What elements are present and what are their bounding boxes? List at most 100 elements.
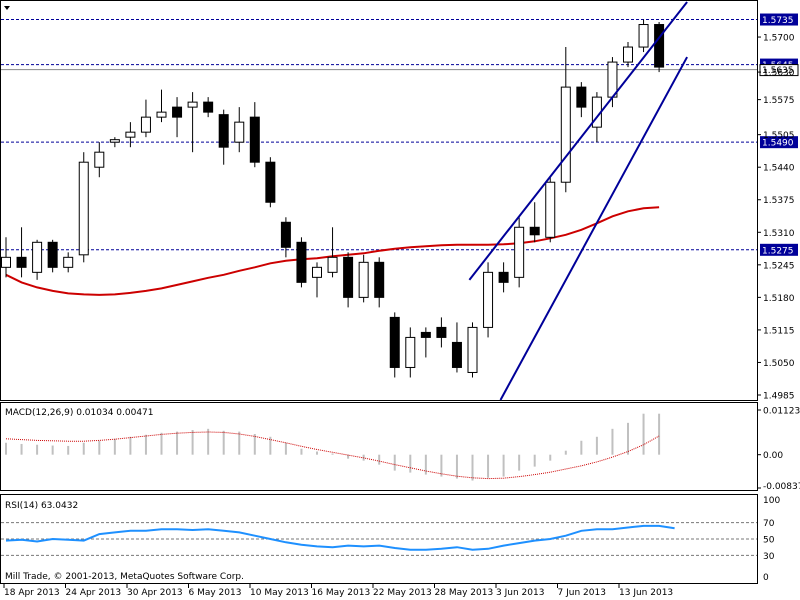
macd-panel-frame — [0, 402, 758, 491]
macd-bar — [300, 448, 303, 455]
bull-candle — [623, 46, 633, 63]
level-label-box — [760, 13, 798, 26]
macd-bar — [642, 413, 645, 455]
macd-bar — [378, 454, 381, 465]
macd-bar — [393, 454, 396, 471]
macd-bar — [409, 454, 412, 473]
price-layer — [1, 1, 757, 401]
bull-candle — [187, 101, 198, 108]
axis-layer: 1.57351.56451.54901.52751.56351.57001.56… — [3, 13, 800, 598]
level-label-box — [760, 243, 798, 256]
macd-bar — [176, 431, 179, 455]
bull-candle — [1, 256, 11, 268]
bull-candle — [63, 256, 74, 268]
x-tick-label: 30 Apr 2013 — [127, 588, 183, 598]
macd-bar — [160, 432, 163, 455]
y-tick-label: 1.5310 — [763, 229, 795, 239]
level-label-box — [760, 136, 798, 149]
bull-candle — [140, 116, 151, 133]
level-label: 1.5735 — [762, 16, 794, 26]
bull-candle — [94, 151, 105, 168]
bear-candle — [218, 114, 229, 148]
macd-bar — [113, 438, 116, 455]
bull-candle — [312, 266, 322, 278]
macd-bar — [627, 422, 629, 455]
macd-tick-label: 0.01123 — [763, 407, 800, 417]
bull-candle — [358, 261, 369, 298]
macd-bar — [440, 454, 443, 477]
macd-tick-label: 0.00 — [763, 451, 783, 461]
macd-bar — [518, 454, 521, 471]
macd-title: MACD(12,26,9) 0.01034 0.00471 — [5, 408, 154, 418]
y-tick-label: 1.5245 — [763, 261, 795, 271]
chart-menu-arrow-icon[interactable] — [4, 6, 10, 10]
rsi-tick-label: 70 — [763, 519, 775, 529]
copyright-text: Mill Trade, © 2001-2013, MetaQuotes Soft… — [5, 572, 244, 582]
macd-bar — [533, 454, 536, 467]
macd-bar — [238, 431, 241, 455]
rsi-line — [5, 524, 675, 551]
bull-candle — [234, 121, 245, 143]
bear-candle — [529, 226, 540, 236]
macd-bar — [487, 454, 490, 478]
trend-line — [468, 1, 688, 281]
macd-tick-label: -0.00837 — [763, 482, 800, 492]
x-tick-label: 3 Jun 2013 — [496, 588, 544, 598]
bull-candle — [327, 256, 338, 273]
macd-bar — [455, 454, 458, 479]
macd-bar — [51, 445, 54, 455]
rsi-layer — [1, 522, 757, 556]
macd-bar — [595, 436, 598, 455]
bull-candle — [78, 161, 89, 256]
macd-bar — [253, 433, 256, 455]
macd-bar — [82, 442, 85, 455]
bear-candle — [296, 241, 307, 283]
bear-candle — [654, 24, 665, 68]
bear-candle — [47, 241, 58, 268]
macd-bar — [316, 451, 318, 455]
rsi-panel-frame — [0, 494, 758, 584]
macd-bar — [98, 440, 101, 455]
y-tick-label: 1.4985 — [763, 391, 795, 401]
x-tick-label: 13 Jun 2013 — [619, 588, 673, 598]
macd-bar — [580, 440, 583, 455]
bear-candle — [374, 261, 385, 298]
bear-candle — [576, 86, 587, 108]
bull-candle — [109, 139, 120, 143]
y-tick-label: 1.5505 — [763, 131, 795, 141]
macd-bar — [67, 445, 70, 455]
macd-bar — [424, 454, 427, 475]
level-label: 1.5490 — [762, 139, 794, 149]
bear-candle — [280, 221, 291, 248]
macd-bar — [144, 434, 147, 455]
x-tick-label: 7 Jun 2013 — [558, 588, 606, 598]
bear-candle — [16, 256, 27, 268]
rsi-tick-label: 0 — [763, 573, 769, 583]
macd-bar — [36, 444, 39, 455]
macd-bar — [347, 454, 350, 459]
bull-candle — [638, 24, 649, 48]
level-label: 1.5275 — [762, 246, 794, 256]
bear-candle — [203, 101, 214, 113]
macd-bar — [207, 428, 210, 455]
bear-candle — [265, 161, 276, 203]
macd-bar — [658, 413, 661, 455]
bear-candle — [436, 326, 447, 338]
macd-bar — [471, 454, 474, 481]
macd-bar — [191, 430, 194, 455]
current-price-box — [759, 64, 799, 77]
macd-bar — [269, 436, 272, 455]
x-tick-label: 22 May 2013 — [373, 588, 432, 598]
bear-candle — [389, 316, 400, 368]
macd-bar — [564, 450, 567, 455]
bear-candle — [172, 106, 183, 118]
rsi-title: RSI(14) 63.0432 — [5, 501, 78, 511]
y-tick-label: 1.5440 — [763, 164, 795, 174]
rsi-tick-label: 50 — [763, 536, 775, 546]
current-price-label: 1.5635 — [762, 66, 794, 76]
x-tick-label: 6 May 2013 — [189, 588, 242, 598]
y-tick-label: 1.5180 — [763, 294, 795, 304]
macd-bar — [129, 436, 132, 455]
x-tick-label: 24 Apr 2013 — [66, 588, 122, 598]
bear-candle — [343, 256, 354, 298]
